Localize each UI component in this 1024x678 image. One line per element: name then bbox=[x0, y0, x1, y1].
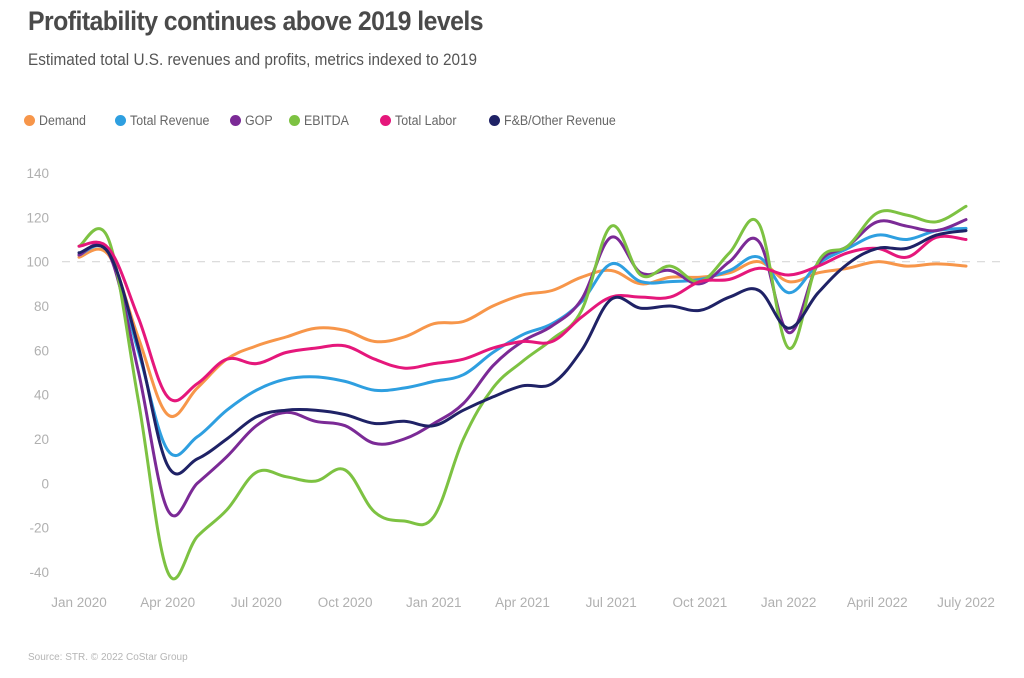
x-tick-label: Jul 2020 bbox=[231, 595, 282, 610]
legend-item-ebitda[interactable]: EBITDA bbox=[289, 113, 353, 128]
y-tick-label: 100 bbox=[26, 255, 49, 270]
legend-item-demand[interactable]: Demand bbox=[24, 113, 90, 128]
legend-label-fb-other-revenue: F&B/Other Revenue bbox=[504, 113, 616, 128]
legend-label-total-revenue: Total Revenue bbox=[130, 113, 210, 128]
legend-item-total-revenue[interactable]: Total Revenue bbox=[115, 113, 216, 128]
chart-title: Profitability continues above 2019 level… bbox=[28, 6, 484, 36]
x-tick-label: Oct 2020 bbox=[318, 595, 373, 610]
x-tick-label: Jan 2021 bbox=[406, 595, 462, 610]
y-tick-label: -20 bbox=[29, 521, 49, 536]
x-tick-label: July 2022 bbox=[937, 595, 995, 610]
x-tick-label: Apr 2021 bbox=[495, 595, 550, 610]
legend-marker-fb-other-revenue bbox=[489, 115, 500, 126]
y-tick-label: -40 bbox=[29, 565, 49, 580]
y-tick-label: 20 bbox=[34, 432, 49, 447]
x-tick-label: Jul 2021 bbox=[586, 595, 637, 610]
legend-label-ebitda: EBITDA bbox=[304, 113, 349, 128]
x-axis: Jan 2020 Apr 2020 Jul 2020 Oct 2020 Jan 2021… bbox=[51, 595, 995, 610]
source-note: Source: STR. © 2022 CoStar Group bbox=[28, 652, 188, 663]
x-tick-label: Apr 2020 bbox=[140, 595, 195, 610]
x-tick-label: Jan 2022 bbox=[761, 595, 817, 610]
legend-label-demand: Demand bbox=[39, 113, 86, 128]
series-line-gop bbox=[77, 218, 968, 518]
legend-marker-ebitda bbox=[289, 115, 300, 126]
legend-marker-total-labor bbox=[380, 115, 391, 126]
legend-marker-gop bbox=[230, 115, 241, 126]
series-line-fb-other-revenue bbox=[77, 229, 968, 476]
x-tick-label: Oct 2021 bbox=[673, 595, 728, 610]
legend-item-gop[interactable]: GOP bbox=[230, 113, 275, 128]
series-line-total-labor bbox=[77, 234, 968, 403]
legend-label-gop: GOP bbox=[245, 113, 273, 128]
y-axis: 140 120 100 80 60 40 20 0 -20 -40 bbox=[26, 166, 49, 580]
series-line-demand bbox=[77, 247, 968, 419]
legend-marker-total-revenue bbox=[115, 115, 126, 126]
legend-marker-demand bbox=[24, 115, 35, 126]
legend-item-total-labor[interactable]: Total Labor bbox=[380, 113, 462, 128]
chart-subtitle: Estimated total U.S. revenues and profit… bbox=[28, 50, 478, 69]
legend-item-fb-other-revenue[interactable]: F&B/Other Revenue bbox=[489, 113, 626, 128]
y-tick-label: 80 bbox=[34, 299, 49, 314]
y-tick-label: 0 bbox=[41, 476, 49, 491]
x-tick-label: Jan 2020 bbox=[51, 595, 107, 610]
series-group bbox=[77, 204, 968, 581]
y-tick-label: 120 bbox=[26, 210, 49, 225]
y-tick-label: 140 bbox=[26, 166, 49, 181]
legend-label-total-labor: Total Labor bbox=[395, 113, 457, 128]
y-tick-label: 40 bbox=[34, 388, 49, 403]
series-line-ebitda bbox=[77, 204, 968, 581]
y-tick-label: 60 bbox=[34, 343, 49, 358]
x-tick-label: April 2022 bbox=[847, 595, 908, 610]
